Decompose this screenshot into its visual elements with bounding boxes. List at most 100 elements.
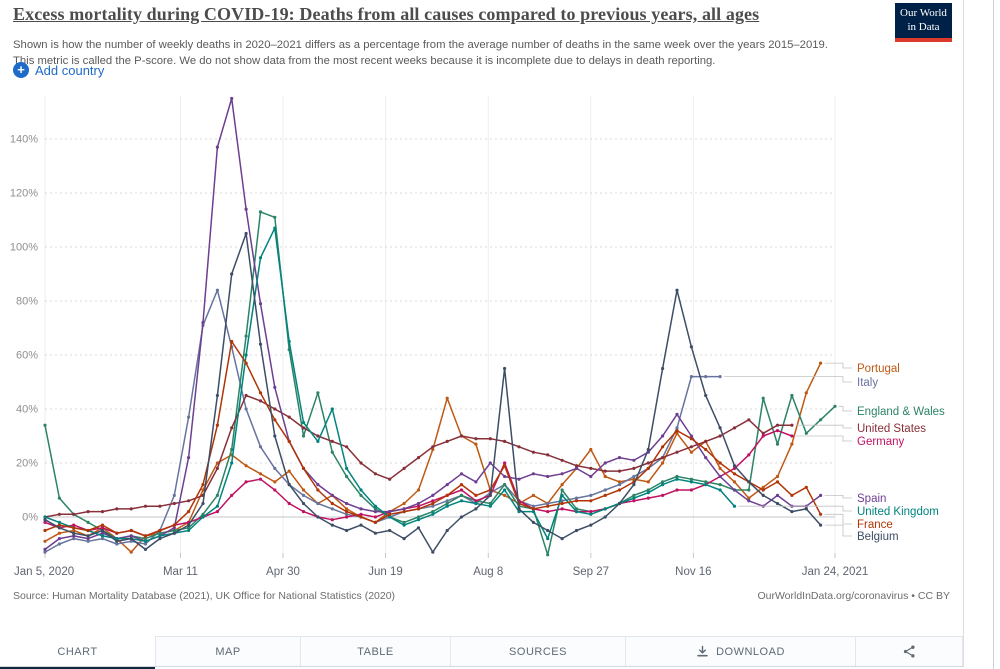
excess-mortality-line-chart[interactable]: 0% 20% 40% 60% 80% 100% 120% 140% Jan 5, 2020 Mar… [0,0,963,667]
tab-chart[interactable]: CHART [0,636,155,669]
data-point-germany [244,480,248,484]
data-point-belgium [732,464,737,468]
data-point-france [301,466,306,470]
data-point-france [661,445,665,449]
y-axis-label: 40% [16,404,38,416]
data-point-france [732,472,737,476]
legend-label-united-kingdom[interactable]: United Kingdom [857,506,939,518]
data-point-germany [273,488,277,492]
data-point-spain [675,412,679,416]
data-point-england-wales [661,480,665,484]
data-point-united-states [718,434,722,438]
data-point-spain [100,531,105,535]
data-point-germany [747,453,751,457]
data-point-italy [546,501,550,506]
data-point-portugal [503,493,507,497]
data-point-united-states [546,453,550,457]
data-point-belgium [661,366,665,371]
data-point-united-states [215,466,219,470]
data-point-spain [373,510,377,514]
y-axis-label: 100% [10,242,38,254]
data-point-germany [474,499,478,503]
data-point-united-states [675,450,679,454]
data-point-united-states [57,512,62,516]
data-point-germany [416,504,421,508]
data-point-germany [258,477,263,481]
legend-label-united-states[interactable]: United States [857,423,926,435]
x-axis-label: Sep 27 [573,566,609,578]
data-point-united-states [129,507,133,511]
data-point-united-states [503,439,507,443]
data-point-belgium [388,528,392,533]
series-line-england-wales[interactable] [44,211,836,556]
data-point-france [790,493,794,497]
data-point-england-wales [258,210,263,214]
data-point-spain [819,493,823,497]
tab-sources[interactable]: SOURCES [450,636,625,667]
data-point-italy [43,550,47,554]
data-point-germany [345,515,349,519]
series-line-italy[interactable] [44,289,721,553]
data-point-portugal [201,488,205,492]
data-point-united-kingdom [488,504,492,508]
data-point-spain [661,434,665,438]
series-line-united-kingdom[interactable] [44,227,736,543]
data-point-france [560,501,564,506]
legend-label-italy[interactable]: Italy [857,377,878,389]
data-point-united-kingdom [158,534,162,538]
data-point-united-kingdom [646,491,650,495]
tab-map[interactable]: MAP [155,636,300,667]
data-point-england-wales [416,515,421,519]
data-point-italy [115,542,119,546]
download-icon [697,645,708,657]
data-point-united-states [230,426,234,430]
data-point-france [416,507,421,511]
data-point-england-wales [704,480,708,484]
legend-connector-united-states [795,424,852,429]
data-point-spain [718,474,722,479]
legend-label-portugal[interactable]: Portugal [857,363,900,375]
add-country-button[interactable]: + Add country [13,62,104,78]
data-point-france [345,510,349,514]
x-axis-label: Aug 8 [473,566,503,578]
data-point-france [129,528,133,533]
legend-connector-italy [724,376,852,383]
data-point-france [57,523,62,527]
page-title[interactable]: Excess mortality during COVID-19: Deaths… [13,4,760,24]
data-point-italy [316,501,320,506]
data-point-spain [589,474,593,479]
data-point-united-states [143,504,148,508]
data-point-spain [330,493,334,497]
data-point-belgium [790,510,794,514]
data-point-portugal [215,461,219,465]
data-point-united-kingdom [316,439,320,443]
data-point-belgium [373,531,377,535]
data-point-spain [57,537,62,541]
data-point-italy [86,539,90,543]
data-point-portugal [531,493,536,497]
legend-label-spain[interactable]: Spain [857,493,886,505]
timeline-control: Jan 5, 2020 Jan 24, 2021 [0,606,963,636]
data-point-england-wales [646,488,650,492]
data-point-united-states [589,466,593,470]
tab-share[interactable] [855,636,963,667]
tab-label-chart: CHART [57,645,98,658]
legend-label-belgium[interactable]: Belgium [857,531,899,543]
data-point-united-kingdom [704,483,708,487]
data-point-portugal [301,488,306,492]
data-point-spain [503,474,507,479]
data-point-portugal [402,501,406,506]
data-point-portugal [632,477,636,481]
data-point-united-kingdom [287,339,291,344]
owid-logo[interactable]: Our World in Data [895,3,952,42]
tab-table[interactable]: TABLE [300,636,450,667]
legend-label-germany[interactable]: Germany [857,436,905,448]
data-point-spain [732,488,737,492]
legend-label-france[interactable]: France [857,519,893,531]
legend-label-england-wales[interactable]: England & Wales [857,406,945,418]
tab-download[interactable]: DOWNLOAD [625,636,855,667]
data-point-portugal [244,464,248,468]
data-point-belgium [57,526,62,530]
data-point-france [373,520,377,525]
